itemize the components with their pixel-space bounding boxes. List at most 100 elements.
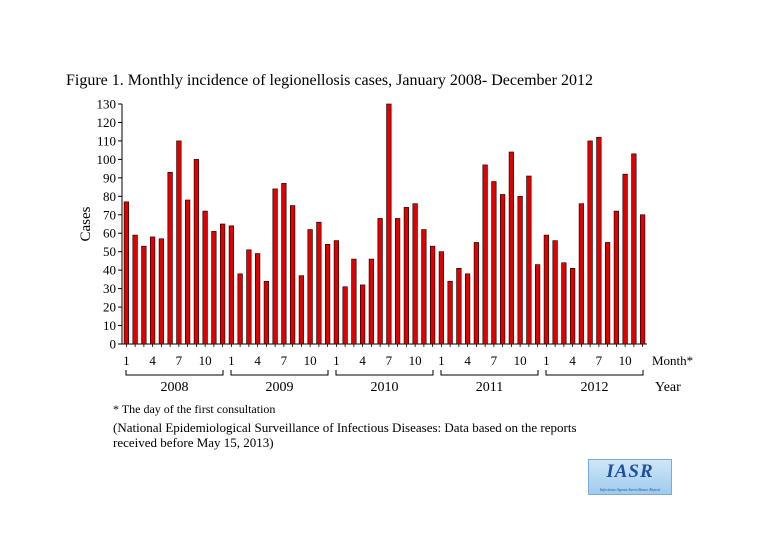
y-tick-label: 130 bbox=[97, 97, 117, 112]
bar bbox=[578, 203, 584, 345]
bar bbox=[543, 234, 549, 345]
bar bbox=[482, 164, 488, 345]
bar bbox=[640, 214, 646, 345]
bar bbox=[141, 245, 147, 345]
month-tick-label: 4 bbox=[464, 353, 471, 368]
y-axis-label: Cases bbox=[78, 206, 94, 241]
month-tick-label: 10 bbox=[619, 353, 632, 368]
chart-title: Figure 1. Monthly incidence of legionell… bbox=[66, 72, 593, 89]
month-tick-label: 4 bbox=[149, 353, 156, 368]
bar bbox=[150, 236, 156, 345]
bar bbox=[605, 242, 611, 345]
year-bracket bbox=[545, 370, 644, 376]
source-line-1: (National Epidemiological Surveillance o… bbox=[113, 420, 577, 435]
x-axis-year-label: Year bbox=[655, 380, 681, 395]
y-tick-label: 120 bbox=[97, 115, 117, 130]
bar bbox=[430, 245, 436, 345]
bar bbox=[123, 201, 129, 345]
axes bbox=[118, 103, 647, 376]
year-label: 2011 bbox=[476, 380, 503, 395]
month-tick-label: 7 bbox=[491, 353, 498, 368]
year-bracket bbox=[125, 370, 224, 376]
bar bbox=[500, 194, 506, 345]
bar bbox=[526, 175, 532, 345]
bar bbox=[360, 284, 366, 345]
bar bbox=[220, 223, 226, 345]
year-bracket bbox=[230, 370, 329, 376]
month-tick-label: 7 bbox=[176, 353, 183, 368]
iasr-logo: IASR Infectious Agents Surveillance Repo… bbox=[588, 459, 672, 495]
bar bbox=[351, 258, 357, 345]
bar bbox=[298, 275, 304, 345]
bar bbox=[421, 229, 427, 345]
bar bbox=[325, 244, 331, 345]
month-tick-label: 1 bbox=[333, 353, 340, 368]
bar bbox=[587, 140, 593, 345]
bar bbox=[176, 140, 182, 345]
bar bbox=[438, 251, 444, 345]
bar bbox=[246, 249, 252, 345]
bar bbox=[386, 103, 392, 345]
y-tick-label: 30 bbox=[103, 281, 116, 296]
y-tick-label: 20 bbox=[103, 300, 116, 315]
bar bbox=[552, 240, 558, 345]
y-tick-label: 0 bbox=[110, 337, 117, 352]
bar bbox=[263, 280, 269, 345]
footnote: * The day of the first consultation bbox=[113, 402, 276, 416]
bar bbox=[377, 218, 383, 345]
bar bbox=[561, 262, 567, 345]
bar bbox=[613, 210, 619, 345]
month-tick-label: 10 bbox=[409, 353, 422, 368]
bar bbox=[290, 205, 296, 345]
bar bbox=[228, 225, 234, 345]
month-tick-label: 7 bbox=[281, 353, 288, 368]
year-label: 2012 bbox=[581, 380, 609, 395]
year-bracket bbox=[335, 370, 434, 376]
month-tick-label: 1 bbox=[228, 353, 235, 368]
bar bbox=[255, 253, 261, 345]
bar bbox=[631, 153, 637, 345]
x-axis-month-label: Month* bbox=[652, 353, 693, 368]
month-tick-label: 1 bbox=[123, 353, 130, 368]
month-tick-label: 7 bbox=[386, 353, 393, 368]
bar bbox=[395, 218, 401, 345]
y-tick-label: 70 bbox=[103, 207, 116, 222]
bar bbox=[535, 264, 541, 345]
y-tick-label: 10 bbox=[103, 318, 116, 333]
month-tick-label: 7 bbox=[596, 353, 603, 368]
bar bbox=[403, 207, 409, 345]
month-tick-label: 4 bbox=[254, 353, 261, 368]
logo-text: IASR bbox=[606, 461, 654, 482]
month-tick-label: 4 bbox=[359, 353, 366, 368]
y-tick-label: 90 bbox=[103, 170, 116, 185]
bar bbox=[447, 280, 453, 345]
bar bbox=[202, 210, 208, 345]
bar bbox=[368, 258, 374, 345]
y-tick-label: 40 bbox=[103, 263, 116, 278]
bar bbox=[465, 273, 471, 345]
bar bbox=[307, 229, 313, 345]
bar bbox=[237, 273, 243, 345]
month-tick-label: 10 bbox=[199, 353, 212, 368]
y-tick-label: 110 bbox=[97, 133, 116, 148]
bar bbox=[570, 268, 576, 345]
y-tick-label: 100 bbox=[97, 152, 117, 167]
bar bbox=[193, 159, 199, 345]
bar bbox=[281, 183, 287, 345]
bar bbox=[158, 238, 164, 345]
bar bbox=[342, 286, 348, 345]
bar bbox=[456, 268, 462, 345]
bar bbox=[185, 199, 191, 345]
y-tick-label: 80 bbox=[103, 189, 116, 204]
bar bbox=[316, 221, 322, 345]
bar bbox=[272, 188, 278, 345]
year-bracket bbox=[440, 370, 539, 376]
year-label: 2010 bbox=[371, 380, 399, 395]
month-tick-label: 4 bbox=[569, 353, 576, 368]
bar bbox=[508, 151, 514, 345]
bars bbox=[123, 103, 646, 345]
y-tick-label: 60 bbox=[103, 226, 116, 241]
y-tick-label: 50 bbox=[103, 244, 116, 259]
